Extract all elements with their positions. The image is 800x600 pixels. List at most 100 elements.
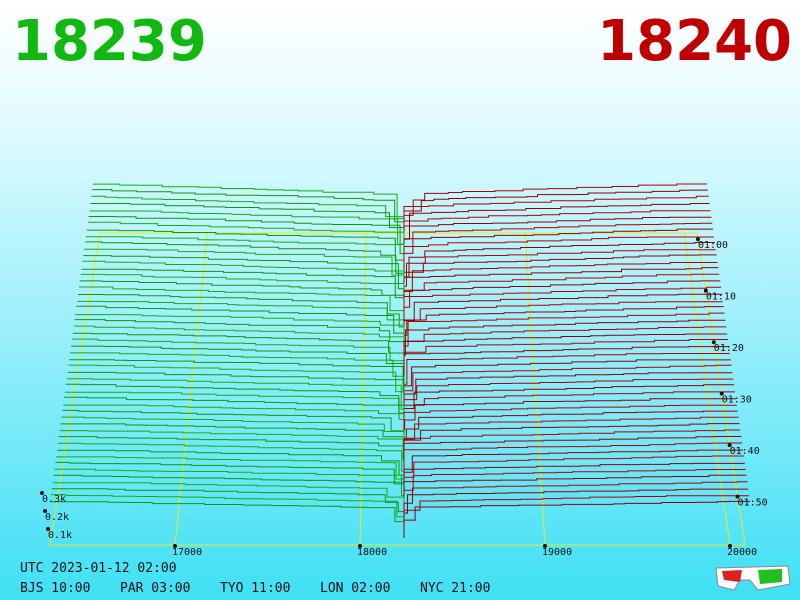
depth-tick xyxy=(40,491,44,495)
floor-outline xyxy=(49,232,746,546)
depth-line xyxy=(81,268,405,318)
depth-line xyxy=(64,391,405,434)
depth-line xyxy=(403,222,713,275)
depth-line xyxy=(403,404,737,447)
price-grid-line xyxy=(683,232,731,546)
depth-line xyxy=(86,229,405,281)
depth-line xyxy=(403,326,727,373)
depth-line xyxy=(403,410,738,453)
depth-line xyxy=(403,436,742,477)
depth-line xyxy=(403,228,714,281)
time-tick xyxy=(735,494,740,499)
depth-line xyxy=(82,260,405,312)
glasses-icon xyxy=(715,565,791,591)
depth-line xyxy=(60,423,405,465)
depth-line xyxy=(403,319,726,367)
depth-label: 0.3k xyxy=(42,494,66,505)
time-label: 01:50 xyxy=(738,498,768,509)
depth-line xyxy=(65,383,405,428)
depth-line xyxy=(76,305,405,355)
depth-line xyxy=(93,183,405,238)
time-label: 01:00 xyxy=(698,240,728,251)
floor xyxy=(49,232,746,548)
depth-line xyxy=(58,436,405,477)
time-tick xyxy=(727,443,732,448)
depth-line xyxy=(56,456,405,496)
time-label: 01:40 xyxy=(730,446,760,457)
depth-line xyxy=(71,345,405,392)
depth-line xyxy=(403,372,733,416)
depth-line xyxy=(77,300,405,349)
depth-line xyxy=(403,500,750,538)
time-tick xyxy=(711,340,716,345)
time-label: 01:30 xyxy=(722,395,752,406)
depth-line xyxy=(403,449,743,489)
depth-line xyxy=(88,216,405,269)
depth-line xyxy=(403,495,750,532)
utc-clock: UTC 2023-01-12 02:00 xyxy=(20,561,177,576)
depth-line xyxy=(54,468,405,508)
labels: 17000 18000 19000 20000 0.3k 0.2k 0.1k 01:00 01:… xyxy=(40,237,768,558)
depth-line xyxy=(50,501,405,538)
depth-line xyxy=(403,236,714,287)
zone-clock: TYO 11:00 xyxy=(220,581,290,596)
depth-line xyxy=(403,254,717,306)
depth-line xyxy=(68,364,405,410)
depth-line xyxy=(80,273,405,324)
ask-price: 18240 xyxy=(597,9,792,74)
depth-label: 0.2k xyxy=(45,512,69,523)
depth-line xyxy=(79,280,405,330)
depth-line xyxy=(89,210,405,263)
depth-line xyxy=(57,449,405,489)
depth-line xyxy=(67,371,405,416)
price-label: 19000 xyxy=(542,547,572,558)
depth-line xyxy=(403,429,741,471)
price-tick xyxy=(358,544,362,548)
depth-line xyxy=(403,203,710,257)
depth-line xyxy=(87,221,405,275)
depth-line xyxy=(403,210,711,263)
depth-line xyxy=(70,352,405,398)
depth-line xyxy=(71,338,405,385)
bid-price: 18239 xyxy=(12,9,207,74)
depth-line xyxy=(83,255,405,306)
time-tick xyxy=(695,237,700,242)
depth-line xyxy=(52,482,405,520)
depth-line xyxy=(403,249,716,300)
depth-line xyxy=(90,203,405,257)
depth-label: 0.1k xyxy=(48,530,72,541)
depth-line xyxy=(91,195,405,251)
depth-tick xyxy=(43,509,47,513)
depth-line xyxy=(64,396,405,440)
depth-line xyxy=(50,494,405,532)
zone-clock: BJS 10:00 xyxy=(20,581,90,596)
depth-line xyxy=(403,339,729,385)
depth-line xyxy=(63,404,405,447)
depth-line xyxy=(403,398,736,440)
depth-line xyxy=(72,332,405,379)
depth-line xyxy=(403,293,722,343)
depth-line xyxy=(403,353,730,398)
depth-line xyxy=(403,442,743,483)
depth-line xyxy=(403,333,728,379)
depth-line xyxy=(85,241,405,294)
price-label: 20000 xyxy=(727,547,757,558)
depth-line xyxy=(403,346,729,392)
depth-line xyxy=(403,423,740,465)
price-tick xyxy=(543,544,547,548)
depth-line xyxy=(403,481,748,520)
depth-line xyxy=(55,461,405,502)
price-grid-line xyxy=(174,232,208,546)
depth-line xyxy=(92,189,405,245)
depth-line xyxy=(403,364,732,410)
depth-line xyxy=(403,312,725,361)
time-tick xyxy=(719,391,724,396)
depth-tick xyxy=(46,527,50,531)
depth-line xyxy=(403,359,731,404)
price-label: 18000 xyxy=(357,547,387,558)
time-label: 01:20 xyxy=(714,343,744,354)
depth-curves xyxy=(50,183,750,538)
depth-line xyxy=(403,216,712,269)
zone-clock: LON 02:00 xyxy=(320,581,390,596)
